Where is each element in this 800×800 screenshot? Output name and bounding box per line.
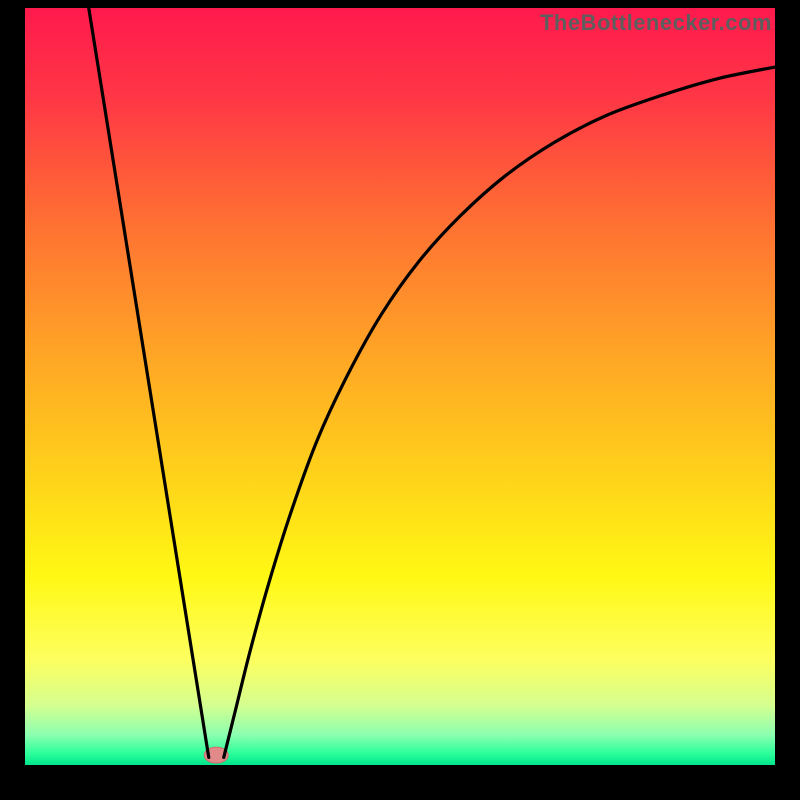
chart-svg: [25, 8, 775, 765]
frame-border-left: [0, 0, 25, 800]
plot-area: [25, 8, 775, 765]
chart-frame: TheBottlenecker.com: [0, 0, 800, 800]
frame-border-top: [0, 0, 800, 8]
frame-border-bottom: [0, 765, 800, 800]
gradient-background: [25, 8, 775, 765]
watermark-text: TheBottlenecker.com: [540, 10, 772, 36]
frame-border-right: [775, 0, 800, 800]
